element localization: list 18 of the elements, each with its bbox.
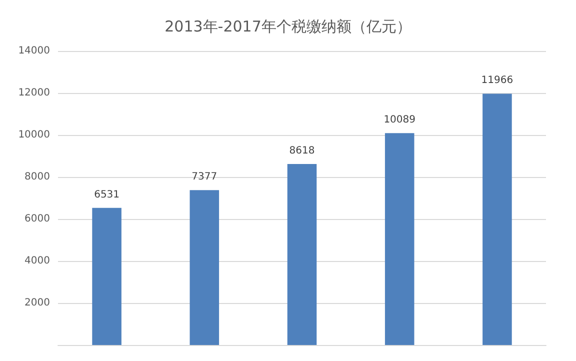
chart-title: 2013年-2017年个税缴纳额（亿元） — [164, 18, 412, 36]
y-tick-label: 12000 — [18, 88, 50, 98]
bar — [384, 133, 414, 345]
data-label: 7377 — [192, 172, 218, 183]
y-tick-label: 4000 — [24, 256, 50, 266]
y-tick-label: 6000 — [24, 214, 50, 224]
data-label: 10089 — [384, 114, 416, 126]
data-label: 11966 — [481, 75, 514, 86]
bar — [482, 94, 512, 345]
y-tick-label: 2000 — [24, 298, 50, 308]
y-tick-label: 10000 — [18, 130, 50, 140]
bar — [190, 190, 220, 345]
y-tick-label: 14000 — [18, 46, 50, 56]
bar — [92, 208, 122, 345]
bar — [287, 164, 317, 345]
data-label: 8618 — [289, 146, 315, 157]
y-tick-label: 8000 — [24, 172, 50, 182]
data-label: 6531 — [94, 189, 120, 200]
